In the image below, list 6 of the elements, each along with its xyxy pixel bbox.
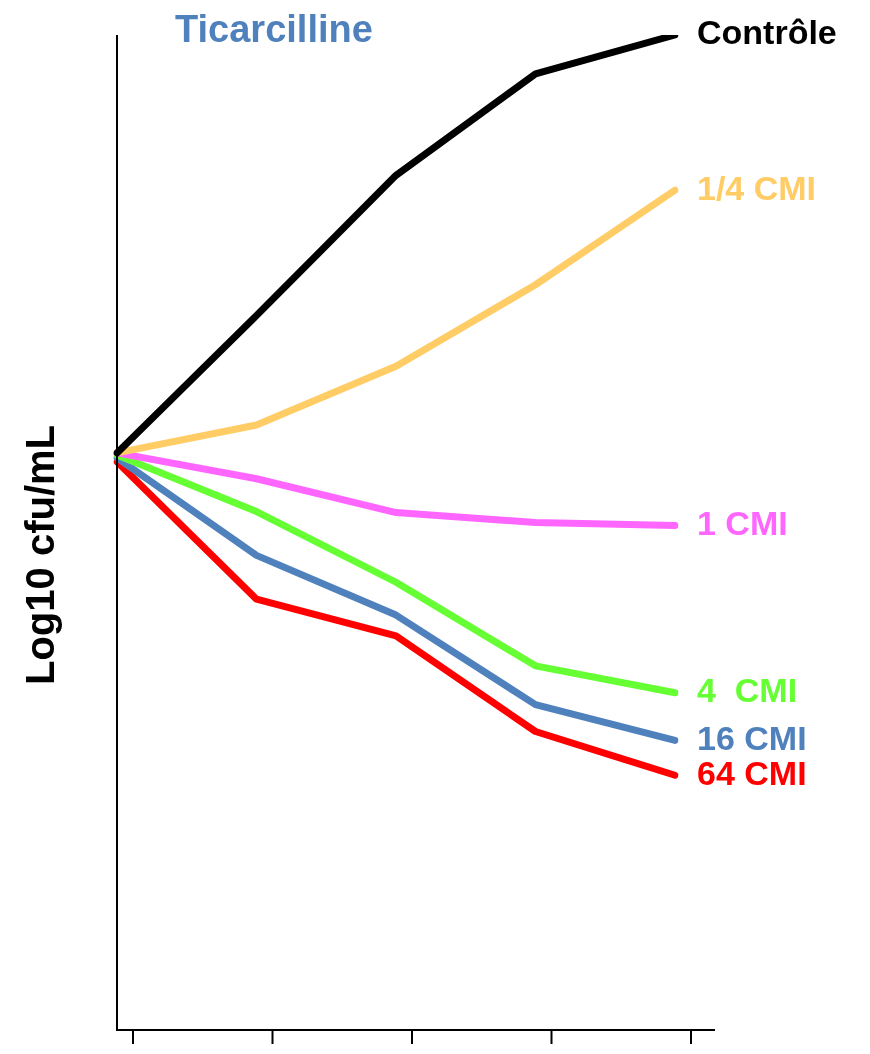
series-label: 4 CMI <box>697 671 798 710</box>
series-label: 1/4 CMI <box>697 168 817 207</box>
chart-title: Ticarcilline <box>175 8 373 51</box>
series-label: 1 CMI <box>697 503 788 542</box>
y-axis-title: Log10 cfu/mL <box>17 424 63 686</box>
series-label: Contrôle <box>697 13 837 52</box>
